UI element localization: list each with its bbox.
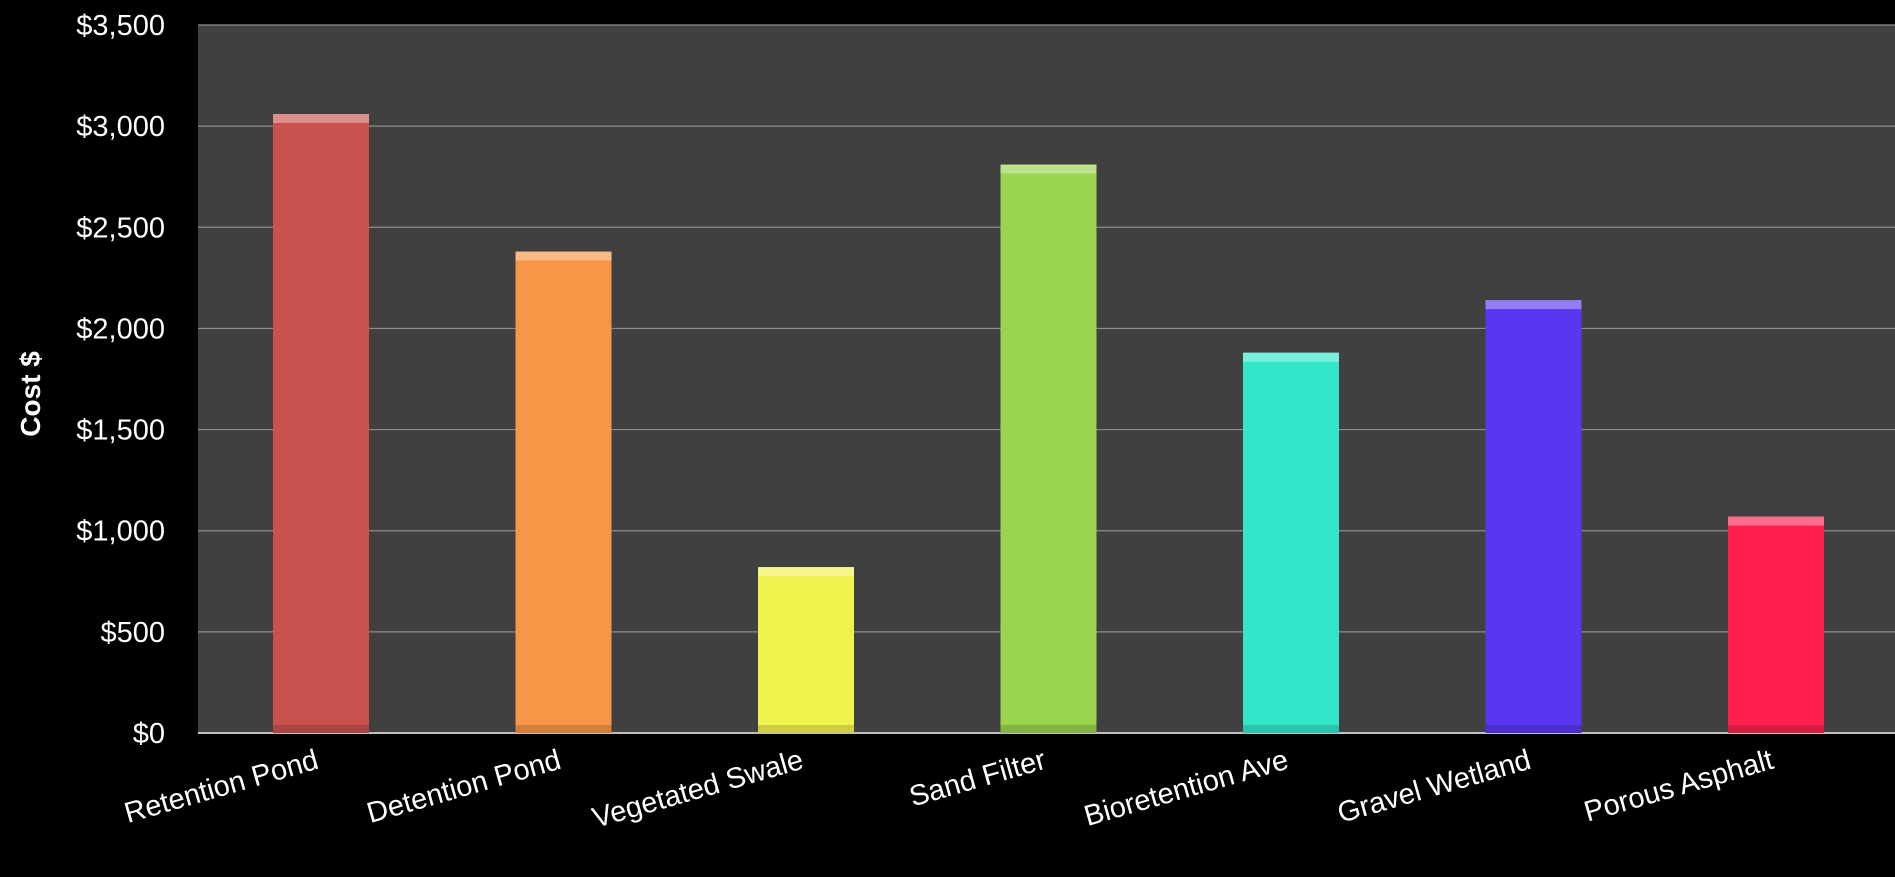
bar-bevel (515, 251, 612, 261)
y-tick-label: $3,000 (76, 111, 165, 143)
y-tick-label: $2,500 (76, 212, 165, 244)
bar-bevel (1728, 516, 1824, 526)
bar-bevel (273, 114, 369, 124)
bar-bevel (758, 725, 854, 733)
bar-bevel (1485, 300, 1582, 310)
bar-shading (515, 251, 612, 733)
bar-bevel (1000, 164, 1097, 174)
bar-bevel (1485, 725, 1582, 733)
bar-bevel (1728, 725, 1824, 733)
bar-bevel (1000, 725, 1097, 733)
bar-shading (1728, 516, 1824, 733)
bar-bevel (758, 567, 854, 577)
y-tick-label: $3,500 (76, 10, 165, 42)
gridlines (198, 24, 1895, 734)
bar-bevel (1243, 725, 1339, 733)
y-tick-label: $2,000 (76, 313, 165, 345)
bar-bevel (273, 725, 369, 733)
bar-bevel (1243, 352, 1339, 362)
bar-shading (758, 567, 854, 733)
bar-shading (273, 114, 369, 733)
y-tick-label: $0 (133, 718, 165, 750)
bars (273, 114, 1824, 733)
bar-bevel (515, 725, 612, 733)
y-axis-ticks: $0 $500 $1,000 $1,500 $2,000 $2,500 $3,000 $3,5… (76, 10, 165, 750)
y-axis-label: Cost $ (15, 351, 46, 437)
bar-shading (1000, 164, 1097, 733)
bar-shading (1485, 300, 1582, 733)
y-tick-label: $500 (100, 617, 165, 649)
bar-shading (1243, 352, 1339, 733)
y-tick-label: $1,000 (76, 516, 165, 548)
y-tick-label: $1,500 (76, 415, 165, 447)
